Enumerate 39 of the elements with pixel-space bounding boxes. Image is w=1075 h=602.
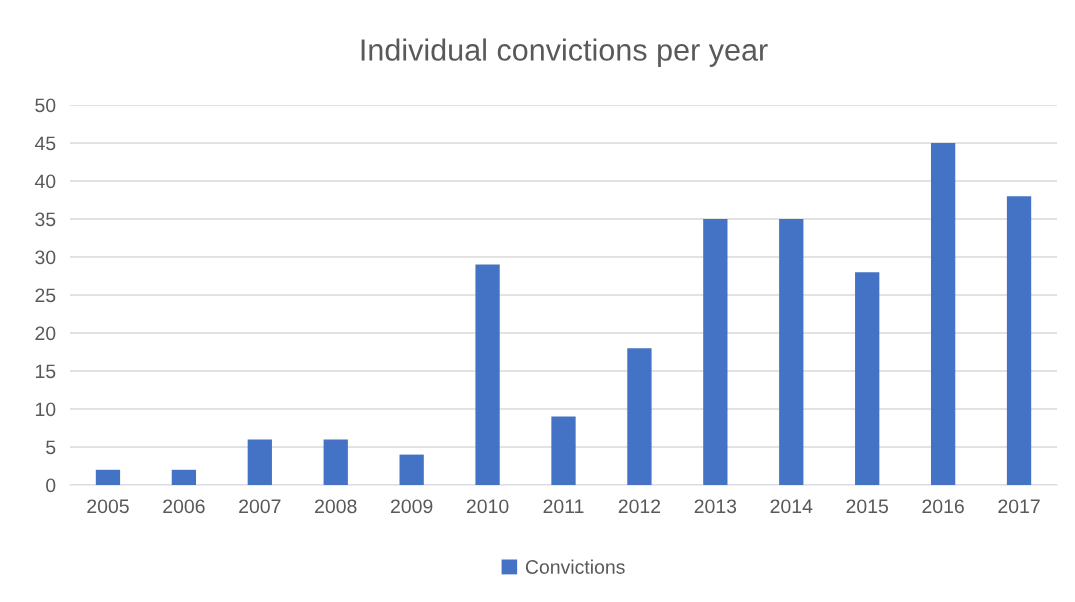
x-tick-label: 2006 — [163, 499, 205, 514]
legend-label: Convictions — [525, 559, 625, 574]
bar — [1006, 196, 1032, 485]
y-tick-label: 0 — [46, 478, 56, 493]
x-tick-label: 2007 — [239, 499, 281, 514]
y-tick-label: 45 — [34, 136, 56, 151]
bar — [95, 469, 121, 485]
x-tick-label: 2008 — [315, 499, 357, 514]
bar — [627, 348, 652, 485]
bar — [779, 219, 804, 485]
y-tick-label: 20 — [35, 326, 56, 341]
y-tick-label: 35 — [35, 212, 56, 227]
x-tick-label: 2017 — [998, 499, 1040, 514]
x-tick-label: 2015 — [846, 499, 889, 514]
x-tick-label: 2005 — [87, 499, 129, 514]
x-tick-label: 2010 — [466, 499, 509, 514]
y-tick-label: 30 — [35, 250, 56, 265]
bar — [703, 219, 728, 485]
bar — [475, 264, 500, 485]
bar — [930, 143, 956, 485]
bar — [399, 454, 424, 485]
bar — [855, 272, 880, 485]
x-tick-label: 2016 — [922, 499, 964, 514]
x-tick-label: 2011 — [543, 499, 584, 514]
bar — [247, 439, 272, 485]
bar — [551, 416, 576, 485]
y-tick-label: 25 — [35, 288, 56, 303]
x-tick-label: 2009 — [391, 499, 433, 514]
bar — [171, 469, 197, 485]
bar — [323, 439, 348, 485]
y-tick-label: 10 — [35, 402, 56, 417]
chart-title: Individual convictions per year — [361, 38, 768, 67]
x-tick-label: 2013 — [694, 499, 737, 514]
y-tick-label: 15 — [35, 364, 56, 379]
x-tick-label: 2012 — [618, 499, 661, 514]
y-tick-label: 5 — [46, 440, 56, 455]
x-tick-label: 2014 — [770, 499, 813, 514]
y-tick-label: 50 — [35, 98, 56, 113]
y-tick-label: 40 — [34, 174, 56, 189]
